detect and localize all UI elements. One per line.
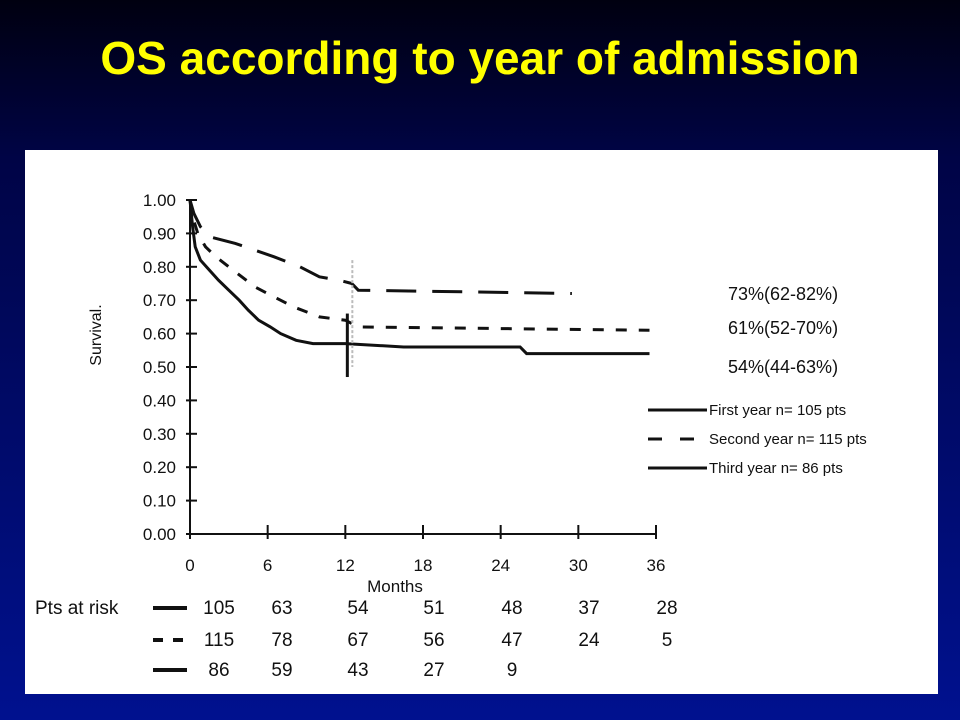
y-tick-label: 0.30 [143,425,176,444]
at-risk-value: 59 [271,660,292,681]
x-tick-label: 36 [647,556,666,575]
at-risk-value: 48 [501,598,522,619]
x-tick-label: 18 [414,556,433,575]
y-tick-label: 0.40 [143,391,176,410]
survival-chart: 0.00 0.10 0.20 0.30 0.40 0.50 0.60 0.70 0.80 0.90… [35,191,867,681]
at-risk-label: Pts at risk [35,598,119,619]
legend-label-3: Third year n= 86 pts [709,460,843,477]
at-risk-value: 78 [271,630,292,651]
series-line-1 [188,199,650,356]
at-risk-value: 115 [204,630,234,651]
series-annotation-1: 54%(44-63%) [728,357,838,377]
at-risk-value: 56 [423,630,444,651]
y-tick-label: 0.00 [143,525,176,544]
at-risk-value: 37 [578,598,599,619]
legend-label-2: Second year n= 115 pts [709,431,867,448]
at-risk-value: 24 [578,630,600,651]
at-risk-value: 86 [208,660,229,681]
y-axis-label: Survival. [88,304,105,365]
at-risk-value: 54 [347,598,369,619]
y-tick-label: 0.70 [143,291,176,310]
series-annotation-3: 73%(62-82%) [728,284,838,304]
at-risk-value: 47 [501,630,522,651]
x-tick-label: 24 [491,556,510,575]
y-tick-label: 1.00 [143,191,176,210]
y-tick-label: 0.90 [143,224,176,243]
at-risk-value: 105 [203,598,235,619]
y-tick-label: 0.60 [143,325,176,344]
at-risk-value: 67 [347,630,368,651]
x-tick-label: 6 [263,556,272,575]
at-risk-value: 5 [662,630,673,651]
series-annotation-2: 61%(52-70%) [728,318,838,338]
y-tick-label: 0.20 [143,458,176,477]
at-risk-value: 51 [423,598,444,619]
slide-title: OS according to year of admission [100,32,860,84]
series-line-2 [188,199,650,332]
x-tick-label: 12 [336,556,355,575]
x-tick-label: 30 [569,556,588,575]
x-axis-label: Months [367,577,423,596]
at-risk-value: 28 [656,598,677,619]
at-risk-value: 63 [271,598,292,619]
y-tick-label: 0.50 [143,358,176,377]
x-tick-label: 0 [185,556,194,575]
y-tick-label: 0.80 [143,258,176,277]
at-risk-value: 9 [507,660,518,681]
legend-label-1: First year n= 105 pts [709,402,846,419]
at-risk-value: 43 [347,660,368,681]
y-tick-label: 0.10 [143,492,176,511]
chart-panel: 0.00 0.10 0.20 0.30 0.40 0.50 0.60 0.70 0.80 0.90… [25,150,938,694]
series-line-3 [188,199,572,295]
at-risk-value: 27 [423,660,444,681]
